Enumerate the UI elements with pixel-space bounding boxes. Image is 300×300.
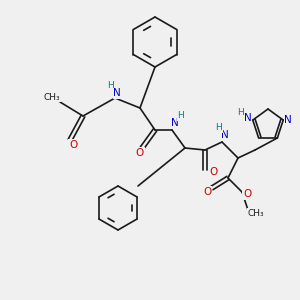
Text: N: N <box>244 113 252 123</box>
Text: CH₃: CH₃ <box>248 208 264 217</box>
Text: O: O <box>243 189 251 199</box>
Text: H: H <box>216 124 222 133</box>
Text: N: N <box>221 130 229 140</box>
Text: H: H <box>106 82 113 91</box>
Text: N: N <box>171 118 179 128</box>
Text: H: H <box>178 112 184 121</box>
Text: CH₃: CH₃ <box>44 92 60 101</box>
Text: O: O <box>203 187 211 197</box>
Text: N: N <box>284 115 292 125</box>
Text: O: O <box>209 167 217 177</box>
Text: H: H <box>237 108 244 117</box>
Text: O: O <box>136 148 144 158</box>
Text: N: N <box>113 88 121 98</box>
Text: O: O <box>69 140 77 150</box>
